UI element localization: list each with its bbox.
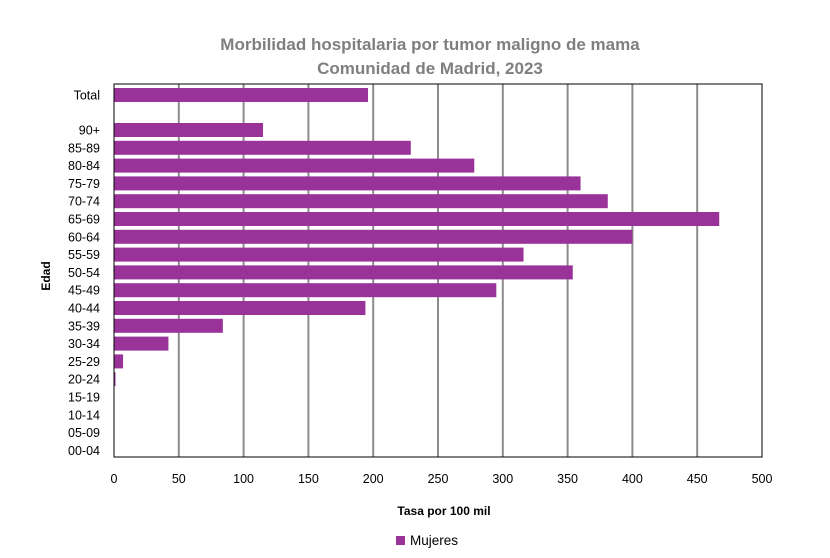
x-tick-label: 200 [363,472,384,486]
bar [114,212,720,226]
category-label: 50-54 [68,266,100,280]
bar [114,194,608,209]
category-label: 05-09 [68,426,100,440]
bar [114,229,633,244]
category-label: 80-84 [68,159,100,173]
category-labels: Total 90+ 85-89 80-84 75-79 70-74 65-69 60-64 55… [68,89,100,458]
bar [114,318,223,333]
x-tick-labels: 0 50 100 150 200 250 300 350 400 450 500 [111,472,773,486]
chart-subtitle: Comunidad de Madrid, 2023 [317,59,543,78]
bar [114,176,581,191]
category-label: 85-89 [68,141,100,155]
x-tick-label: 0 [111,472,118,486]
bars [114,88,720,387]
plot-frame [113,83,763,458]
category-label: 60-64 [68,230,100,244]
bar [114,265,573,280]
x-tick-label: 100 [233,472,254,486]
category-label: 30-34 [68,337,100,351]
category-label: 90+ [79,124,100,138]
bar [114,283,497,298]
bar [114,140,411,155]
y-axis-label: Edad [39,261,53,290]
bar [114,336,169,351]
legend-swatch [396,536,405,545]
category-label: 55-59 [68,248,100,262]
x-tick-label: 400 [622,472,643,486]
category-label: 20-24 [68,373,100,387]
category-label: 65-69 [68,213,100,227]
bar [114,354,124,369]
x-tick-label: 300 [492,472,513,486]
x-tick-label: 500 [752,472,773,486]
x-tick-label: 350 [557,472,578,486]
x-tick-label: 150 [298,472,319,486]
x-tick-label: 450 [687,472,708,486]
category-label: 75-79 [68,177,100,191]
x-tick-label: 250 [428,472,449,486]
category-label: 35-39 [68,319,100,333]
category-label: 40-44 [68,302,100,316]
bar [114,88,369,102]
category-label: 25-29 [68,355,100,369]
bar [114,301,366,315]
category-label: 70-74 [68,195,100,209]
x-axis-label: Tasa por 100 mil [397,504,490,518]
bar [114,123,264,137]
category-label: Total [74,89,100,103]
category-label: 15-19 [68,391,100,405]
category-label: 45-49 [68,284,100,298]
category-label: 00-04 [68,444,100,458]
bar [114,158,475,173]
bar [114,372,116,387]
legend-label: Mujeres [410,533,458,548]
bar [114,247,524,262]
chart-title: Morbilidad hospitalaria por tumor malign… [220,35,640,54]
x-tick-label: 50 [172,472,186,486]
category-label: 10-14 [68,408,100,422]
